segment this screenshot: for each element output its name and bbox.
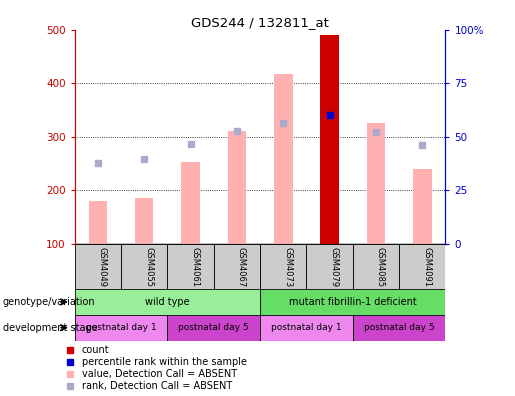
Bar bbox=[320, 35, 339, 244]
Title: GDS244 / 132811_at: GDS244 / 132811_at bbox=[191, 15, 329, 29]
Text: value, Detection Call = ABSENT: value, Detection Call = ABSENT bbox=[81, 369, 237, 379]
Text: GSM4079: GSM4079 bbox=[330, 247, 338, 287]
Bar bbox=[167, 244, 214, 289]
Bar bbox=[399, 244, 445, 289]
Text: GSM4067: GSM4067 bbox=[237, 247, 246, 287]
Text: GSM4085: GSM4085 bbox=[376, 247, 385, 287]
Bar bbox=[260, 244, 306, 289]
Bar bbox=[306, 244, 353, 289]
Text: GSM4073: GSM4073 bbox=[283, 247, 292, 287]
Text: mutant fibrillin-1 deficient: mutant fibrillin-1 deficient bbox=[289, 297, 417, 307]
Bar bbox=[413, 169, 432, 244]
Bar bbox=[274, 74, 293, 244]
Bar bbox=[75, 289, 260, 315]
Text: percentile rank within the sample: percentile rank within the sample bbox=[81, 357, 247, 367]
Text: development stage: development stage bbox=[3, 323, 97, 333]
Bar bbox=[89, 201, 107, 244]
Bar bbox=[167, 315, 260, 341]
Bar bbox=[353, 315, 445, 341]
Bar bbox=[75, 315, 167, 341]
Bar bbox=[228, 131, 246, 244]
Text: postnatal day 5: postnatal day 5 bbox=[364, 323, 435, 332]
Bar bbox=[353, 244, 399, 289]
Text: GSM4091: GSM4091 bbox=[422, 247, 431, 287]
Bar bbox=[214, 244, 260, 289]
Bar bbox=[135, 198, 153, 244]
Bar bbox=[181, 162, 200, 244]
Text: postnatal day 1: postnatal day 1 bbox=[271, 323, 342, 332]
Text: wild type: wild type bbox=[145, 297, 190, 307]
Text: genotype/variation: genotype/variation bbox=[3, 297, 95, 307]
Text: postnatal day 1: postnatal day 1 bbox=[85, 323, 157, 332]
Bar bbox=[260, 315, 353, 341]
Bar bbox=[75, 244, 121, 289]
Text: GSM4055: GSM4055 bbox=[144, 247, 153, 287]
Bar bbox=[367, 123, 385, 244]
Text: GSM4061: GSM4061 bbox=[191, 247, 199, 287]
Bar bbox=[260, 289, 445, 315]
Text: GSM4049: GSM4049 bbox=[98, 247, 107, 287]
Bar bbox=[121, 244, 167, 289]
Text: rank, Detection Call = ABSENT: rank, Detection Call = ABSENT bbox=[81, 381, 232, 391]
Text: count: count bbox=[81, 345, 109, 356]
Text: postnatal day 5: postnatal day 5 bbox=[178, 323, 249, 332]
